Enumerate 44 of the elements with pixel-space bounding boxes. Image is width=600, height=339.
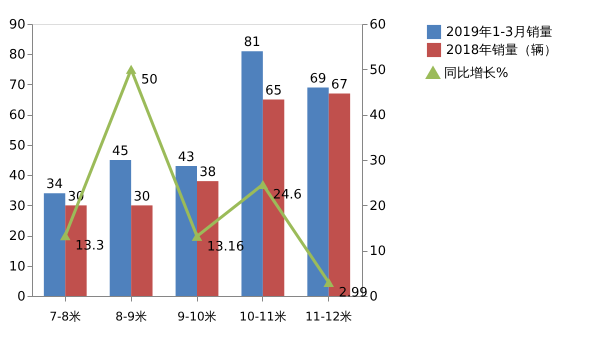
- y-tick-label: 20: [8, 229, 26, 244]
- y2-tick-label: 40: [370, 108, 386, 124]
- y-tick-label: 50: [8, 138, 26, 154]
- y-tick-label: 80: [8, 48, 26, 63]
- y2-tick-label: 0: [370, 290, 378, 304]
- data-label: 65: [265, 84, 282, 99]
- point: [323, 278, 334, 287]
- data-label: 34: [46, 177, 63, 192]
- x-tick-label: 10-11米: [239, 310, 286, 324]
- x-tick-label: 9-10米: [177, 310, 217, 324]
- y-tick-label: 0: [17, 290, 26, 304]
- point: [126, 64, 136, 74]
- data-label: 43: [178, 150, 195, 166]
- bar: [176, 166, 197, 296]
- data-label: 67: [331, 78, 348, 93]
- data-label: 30: [134, 189, 150, 204]
- y2-tick-label: 10: [370, 244, 386, 260]
- bar: [44, 193, 66, 296]
- y2-tick-label: 30: [370, 154, 386, 168]
- bar: [131, 205, 153, 296]
- y-tick-label: 90: [8, 18, 26, 32]
- y2-tick-label: 60: [370, 18, 386, 32]
- y2-tick-label: 50: [370, 62, 386, 78]
- y-tick-label: 60: [8, 108, 26, 124]
- data-label: 69: [310, 71, 326, 86]
- data-label: 38: [199, 165, 216, 180]
- y-tick-label: 30: [8, 198, 26, 214]
- data-label: 81: [244, 35, 260, 50]
- bar: [110, 160, 132, 296]
- x-tick-label: 11-12米: [305, 310, 352, 324]
- y-tick-label: 70: [8, 78, 26, 93]
- legend-label: 2019年1-3月销量: [446, 25, 552, 40]
- bar: [307, 87, 329, 296]
- x-tick-label: 7-8米: [49, 310, 82, 324]
- x-tick-label: 8-9米: [115, 310, 147, 324]
- y2-tick-label: 20: [370, 198, 386, 214]
- point: [60, 231, 71, 240]
- y-tick-label: 40: [8, 168, 26, 184]
- legend-label: 2018年销量（辆）: [446, 43, 558, 58]
- y-tick-label: 10: [8, 259, 26, 274]
- legend-label: 同比增长%: [444, 66, 508, 81]
- data-label: 50: [141, 72, 158, 88]
- point: [192, 232, 202, 241]
- data-label: 45: [112, 144, 129, 159]
